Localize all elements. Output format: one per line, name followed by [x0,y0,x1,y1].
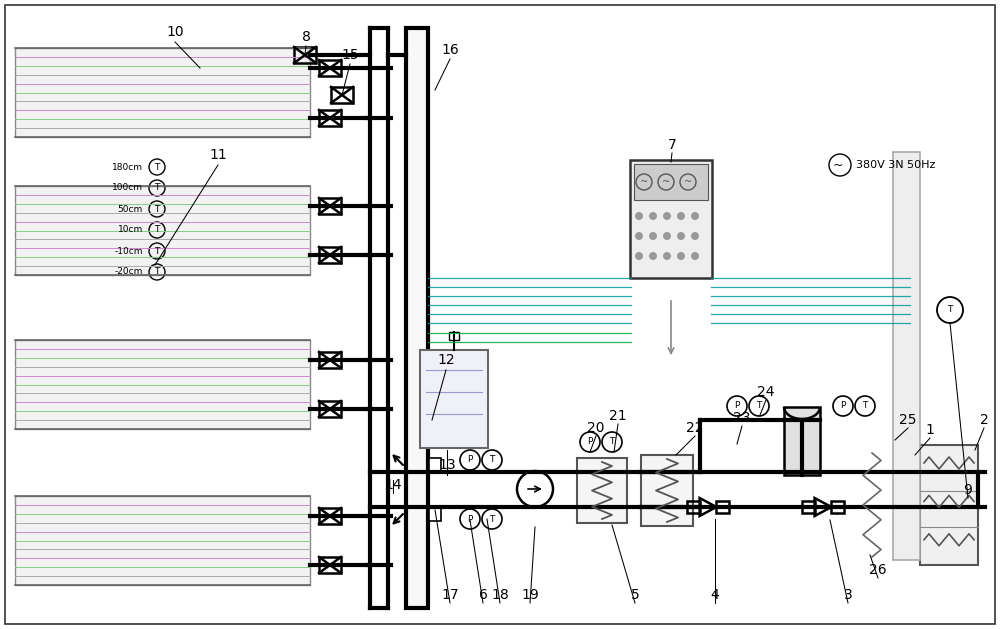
Text: 2: 2 [980,413,988,427]
Text: ~: ~ [833,159,843,172]
Text: 380V 3N 50Hz: 380V 3N 50Hz [856,160,935,170]
Text: 10cm: 10cm [118,226,143,235]
Bar [294,47,316,63]
Bar [15,496,310,585]
Text: P: P [467,455,473,464]
Bar [420,350,488,448]
Text: 4: 4 [711,588,719,602]
Bar [331,87,353,103]
Text: 50cm: 50cm [118,204,143,213]
Text: -10cm: -10cm [114,247,143,255]
Text: P: P [840,401,846,411]
Text: 16: 16 [441,43,459,57]
Text: 100cm: 100cm [112,184,143,192]
Text: 14: 14 [384,478,402,492]
Circle shape [663,252,671,260]
Circle shape [677,212,685,220]
Bar [406,28,428,608]
Bar [641,455,693,526]
Circle shape [677,252,685,260]
Bar [630,160,712,278]
Bar [319,508,341,524]
Bar [319,110,341,126]
Bar [893,152,920,560]
Circle shape [635,212,643,220]
Bar [429,458,441,472]
Circle shape [635,252,643,260]
Bar [449,332,459,340]
Bar [319,198,341,214]
Text: 13: 13 [438,458,456,472]
Circle shape [649,252,657,260]
Text: 3: 3 [844,588,852,602]
Text: ~: ~ [684,177,692,187]
Circle shape [691,232,699,240]
Text: ~: ~ [662,177,670,187]
Text: 25: 25 [899,413,917,427]
Bar [15,340,310,429]
Text: T: T [756,401,762,411]
Text: 15: 15 [341,48,359,62]
Text: 21: 21 [609,409,627,423]
Text: T: T [947,306,953,314]
Bar [920,445,978,565]
Text: P: P [734,401,740,411]
Text: T: T [154,267,160,277]
Text: T: T [154,184,160,192]
Text: 12: 12 [437,353,455,367]
Text: 24: 24 [757,385,775,399]
Text: T: T [154,247,160,255]
Circle shape [649,212,657,220]
Bar [319,247,341,263]
Circle shape [635,232,643,240]
Bar [319,60,341,76]
Circle shape [649,232,657,240]
Text: T: T [489,515,495,523]
Text: 1: 1 [926,423,934,437]
Bar [831,501,844,513]
Circle shape [677,232,685,240]
Circle shape [663,212,671,220]
Text: 23: 23 [733,411,751,425]
Text: 19: 19 [521,588,539,602]
Bar [802,501,815,513]
Text: T: T [154,204,160,213]
Bar [784,407,820,475]
Text: P: P [467,515,473,523]
Bar [634,164,708,200]
Text: T: T [489,455,495,464]
Text: T: T [154,162,160,172]
Bar [687,501,700,513]
Text: P: P [587,438,593,447]
Bar [716,501,729,513]
Bar [319,352,341,368]
Text: 18: 18 [491,588,509,602]
Text: -20cm: -20cm [115,267,143,277]
Text: 17: 17 [441,588,459,602]
Bar [577,458,627,523]
Bar [15,186,310,275]
Text: 22: 22 [686,421,704,435]
Text: 26: 26 [869,563,887,577]
Text: 6: 6 [479,588,487,602]
Text: T: T [862,401,868,411]
Text: T: T [154,226,160,235]
Circle shape [691,212,699,220]
Bar [319,557,341,573]
Text: T: T [609,438,615,447]
Circle shape [663,232,671,240]
Text: 7: 7 [668,138,676,152]
Bar [429,507,441,521]
Text: 5: 5 [631,588,639,602]
Text: 8: 8 [302,30,310,44]
Text: 11: 11 [209,148,227,162]
Text: 20: 20 [587,421,605,435]
Text: 10: 10 [166,25,184,39]
Text: ~: ~ [640,177,648,187]
Circle shape [691,252,699,260]
Text: 9: 9 [964,483,972,497]
Bar [15,48,310,137]
Text: 180cm: 180cm [112,162,143,172]
Bar [319,401,341,417]
